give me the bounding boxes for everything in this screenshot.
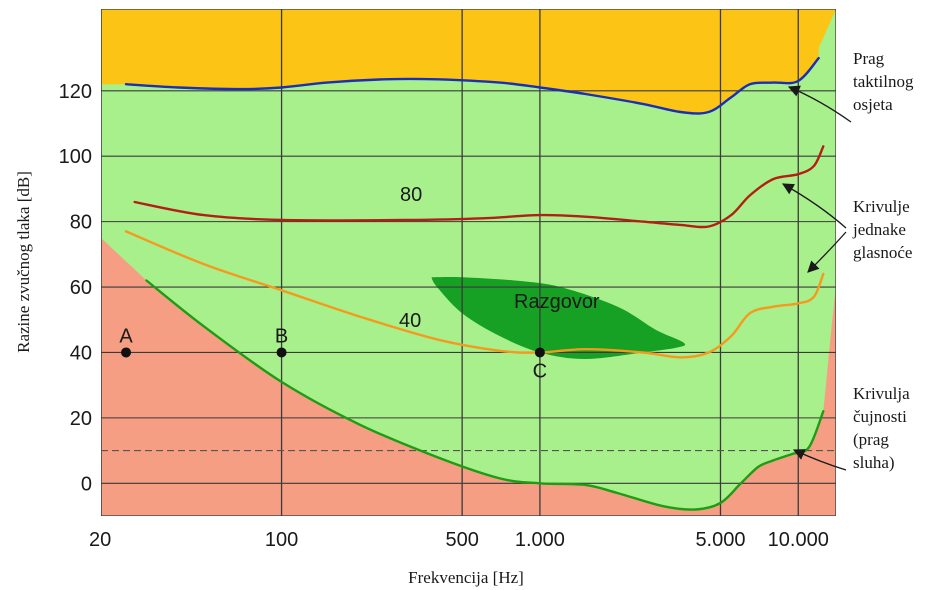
- point-label-a: A: [119, 325, 133, 347]
- series-line-tactile-threshold: [124, 56, 820, 115]
- point-b: [276, 347, 287, 358]
- y-tick-label: 80: [70, 212, 92, 234]
- point-label-b: B: [275, 325, 288, 347]
- annotation-loudness: Krivulje jednake glasnoće: [852, 197, 912, 262]
- below-threshold-region: [101, 238, 836, 516]
- arrow-hearing: [792, 449, 847, 471]
- x-tick-label: 100: [265, 529, 298, 551]
- speech-area: [431, 276, 686, 359]
- series-line-loudness-40: [124, 230, 825, 359]
- y-tick-label: 120: [59, 81, 92, 103]
- x-tick-label: 20: [89, 529, 111, 551]
- point-a: [121, 347, 132, 358]
- x-tick-label: 10.000: [768, 529, 829, 551]
- x-axis-label: Frekvencija [Hz]: [408, 568, 524, 587]
- y-tick-label: 100: [59, 146, 92, 168]
- inner-label-40: 40: [399, 310, 421, 332]
- point-c: [534, 347, 545, 358]
- x-tick-label: 1.000: [515, 529, 565, 551]
- y-tick-label: 60: [70, 277, 92, 299]
- series-line-loudness-80: [133, 145, 825, 229]
- speech-label: Razgovor: [514, 291, 600, 313]
- y-tick-label: 0: [81, 473, 92, 495]
- arrow-loudness-40: [807, 231, 847, 273]
- y-tick-label: 40: [70, 342, 92, 364]
- inner-label-80: 80: [400, 184, 422, 206]
- arrow-tactile: [787, 85, 852, 123]
- x-tick-label: 5.000: [695, 529, 745, 551]
- annotation-tactile: Prag taktilnog osjeta: [853, 49, 914, 114]
- arrow-loudness-80: [781, 183, 847, 229]
- point-label-c: C: [533, 360, 547, 382]
- annotation-hearing: Krivulja čujnosti (prag sluha): [853, 384, 910, 472]
- x-tick-label: 500: [445, 529, 478, 551]
- series-line-hearing-threshold: [145, 279, 825, 511]
- y-axis-label: Razine zvučnog tlaka [dB]: [14, 171, 33, 353]
- y-tick-label: 20: [70, 408, 92, 430]
